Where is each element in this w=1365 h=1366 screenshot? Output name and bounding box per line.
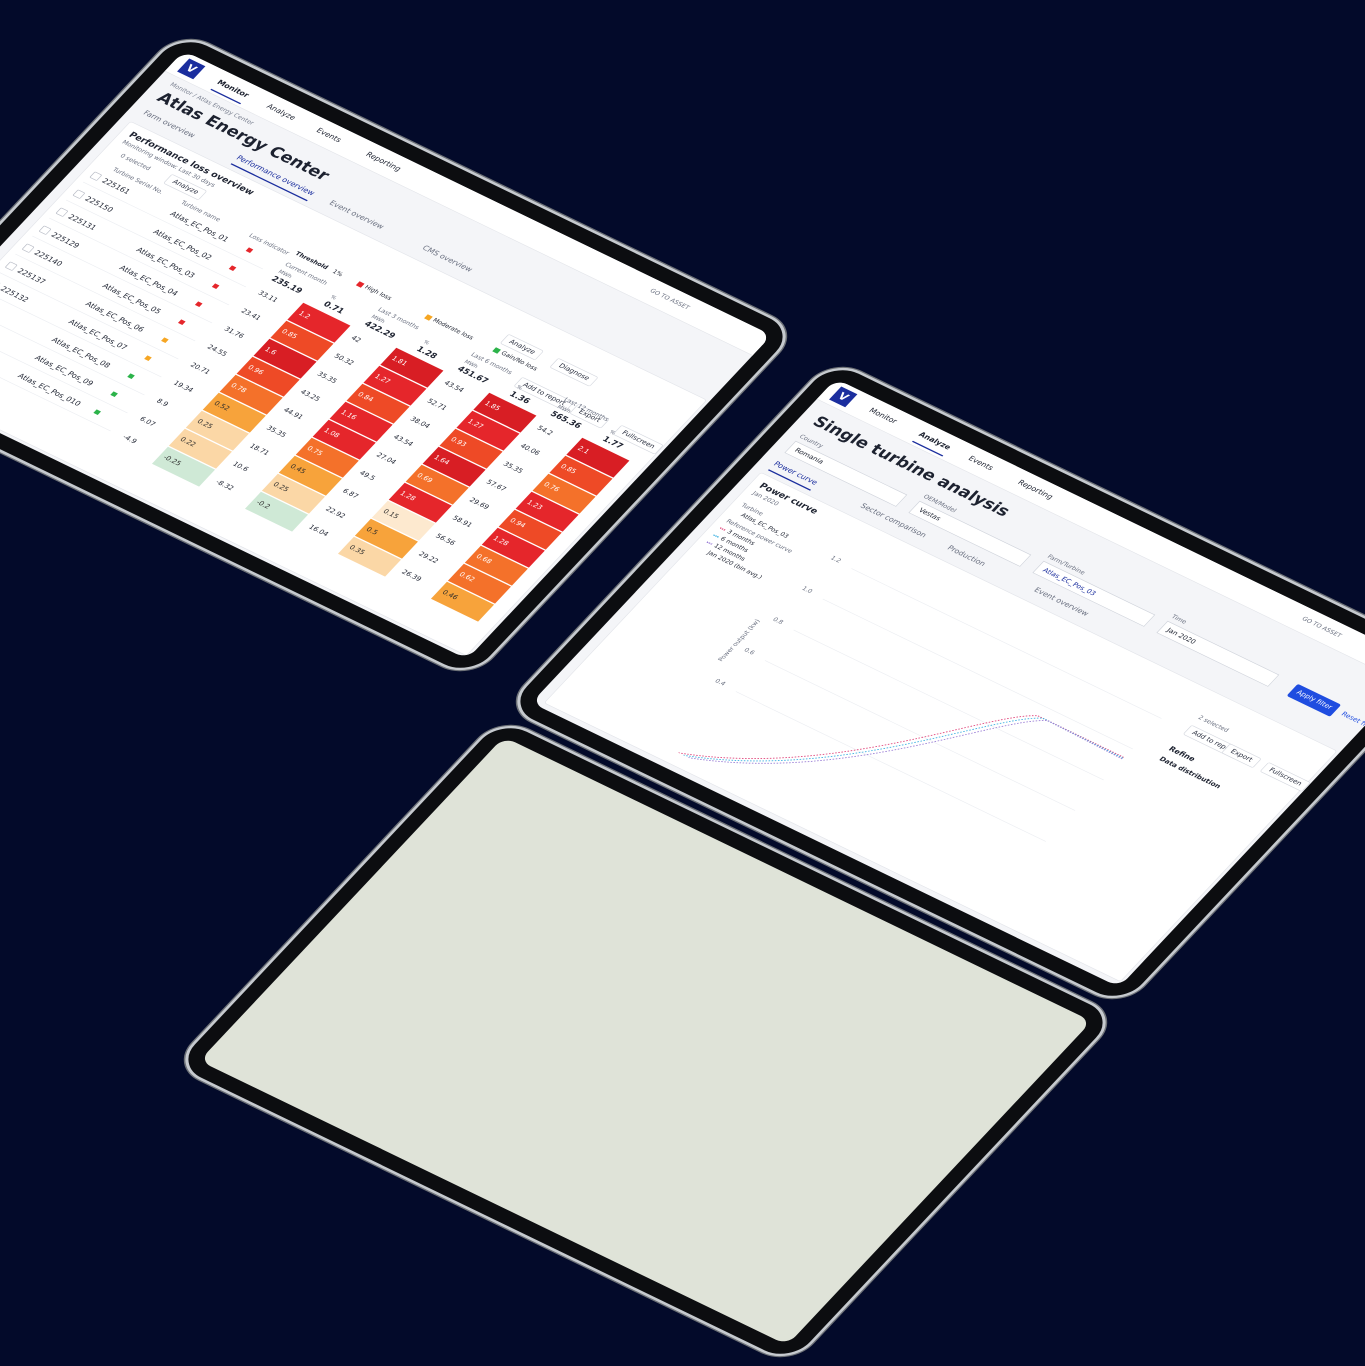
row-checkbox[interactable] <box>38 225 52 235</box>
row-checkbox[interactable] <box>55 207 69 217</box>
mwh-value: 16.04 <box>306 523 330 538</box>
go-to-asset[interactable]: GO TO ASSET <box>648 287 691 312</box>
legend-swatch <box>712 534 719 539</box>
mwh-value: 22.92 <box>323 505 347 520</box>
mwh-value: 23.41 <box>239 307 263 322</box>
action-button[interactable]: Diagnose <box>549 357 599 387</box>
screen-2: V Monitor Analyze Events Reporting GO TO ASSE… <box>531 378 1365 988</box>
mwh-value: 42 <box>349 334 363 345</box>
nav-item[interactable]: Analyze <box>911 430 953 457</box>
status-dot <box>93 409 102 415</box>
mwh-value: 29.69 <box>467 496 491 511</box>
mwh-value: 49.5 <box>357 469 377 482</box>
power-curves <box>678 715 1125 764</box>
mwh-value: 6.87 <box>340 487 360 500</box>
status-dot <box>211 283 220 289</box>
mwh-value: 54.2 <box>535 424 555 437</box>
y-tick-label: 1.0 <box>799 585 814 596</box>
mwh-value: 43.54 <box>391 433 415 448</box>
nav-item[interactable]: Monitor <box>867 406 900 426</box>
mwh-value: 18.71 <box>247 442 271 457</box>
legend-swatch <box>355 281 365 288</box>
action-button[interactable]: Export <box>1221 743 1262 769</box>
status-dot <box>245 247 254 253</box>
mwh-value: 20.71 <box>188 361 212 376</box>
reference-curve <box>688 720 1124 764</box>
mwh-value: 43.54 <box>442 379 466 394</box>
logo: V <box>829 386 858 408</box>
legend-label: High loss <box>362 284 393 302</box>
mwh-value: -8.32 <box>213 478 236 493</box>
row-checkbox[interactable] <box>4 261 18 271</box>
mwh-value: 35.35 <box>315 370 339 385</box>
action-button[interactable]: Fullscreen <box>612 424 664 455</box>
apply-filter[interactable]: Apply filter <box>1286 683 1342 717</box>
y-tick-label: 0.4 <box>713 678 727 688</box>
nav-item[interactable]: Monitor <box>210 78 252 105</box>
y-tick-label: 1.2 <box>828 554 843 565</box>
panel: Power curve Jan 2020 Turbine Atlas_EC_Pos_0… <box>543 472 1338 982</box>
mwh-value: 6.07 <box>137 415 157 428</box>
mwh-value: 40.06 <box>518 442 542 457</box>
legend-swatch <box>492 347 501 354</box>
status-dot <box>127 373 135 379</box>
row-checkbox[interactable] <box>21 243 35 253</box>
status-dot <box>177 319 186 325</box>
card: Performance loss overview Monitoring wind… <box>0 121 708 656</box>
logo: V <box>177 58 206 80</box>
legend-swatch <box>424 314 433 321</box>
row-divider <box>82 181 264 270</box>
mwh-value: -4.9 <box>120 433 139 446</box>
nav-item[interactable]: Reporting <box>1015 478 1056 501</box>
nav-item[interactable]: Events <box>966 454 996 472</box>
threshold-value: 1% <box>330 268 345 279</box>
mwh-value: 19.34 <box>171 379 195 394</box>
status-dot <box>228 265 237 271</box>
reference-curve <box>678 715 1125 759</box>
y-tick-label: 0.6 <box>742 647 756 657</box>
mwh-value: 50.32 <box>332 352 356 367</box>
row-checkbox[interactable] <box>72 189 86 199</box>
mwh-value: 52.71 <box>425 397 449 412</box>
mwh-value: 29.22 <box>416 550 440 565</box>
mwh-value: 24.55 <box>205 343 229 358</box>
legend-swatch <box>718 527 726 532</box>
reset-filter[interactable]: Reset filter <box>1339 710 1365 733</box>
page: V Monitor Analyze Events Reporting GO TO ASSE… <box>0 30 1365 1366</box>
legend-swatch <box>705 541 713 546</box>
nav-item[interactable]: Analyze <box>264 102 298 122</box>
mwh-value: 8.9 <box>154 397 170 409</box>
mwh-value: 43.25 <box>298 388 322 403</box>
status-dot <box>110 391 118 397</box>
row-checkbox[interactable] <box>89 171 103 181</box>
mwh-value: 26.39 <box>399 568 423 583</box>
mwh-value: 35.35 <box>501 460 525 475</box>
mwh-value: 38.04 <box>408 415 432 430</box>
status-dot <box>144 355 152 361</box>
tablet-2: V Monitor Analyze Events Reporting GO TO ASSE… <box>503 358 1365 1008</box>
mwh-value: 44.91 <box>281 406 305 421</box>
mwh-value: 31.76 <box>222 325 246 340</box>
legend-label: Moderate loss <box>431 317 475 342</box>
nav-item[interactable]: Events <box>314 126 344 144</box>
status-dot <box>194 301 203 307</box>
row-divider <box>65 199 247 288</box>
nav-item[interactable]: Reporting <box>363 150 404 173</box>
mwh-value: 27.04 <box>374 451 398 466</box>
table-header: Loss indicator <box>247 232 291 257</box>
reference-curve <box>683 717 1125 762</box>
mwh-value: 33.11 <box>256 289 280 304</box>
mwh-value: 35.35 <box>264 424 288 439</box>
mwh-value: 10.6 <box>230 460 250 473</box>
mwh-value: 57.67 <box>484 478 508 493</box>
go-to-asset[interactable]: GO TO ASSET <box>1300 615 1343 640</box>
y-tick-label: 0.8 <box>771 616 785 626</box>
mwh-value: 56.56 <box>433 532 457 547</box>
y-axis-label: Power output (kw) <box>717 618 763 663</box>
mwh-value: 58.91 <box>450 514 474 529</box>
status-dot <box>161 337 169 343</box>
action-button[interactable]: Fullscreen <box>1259 762 1311 793</box>
